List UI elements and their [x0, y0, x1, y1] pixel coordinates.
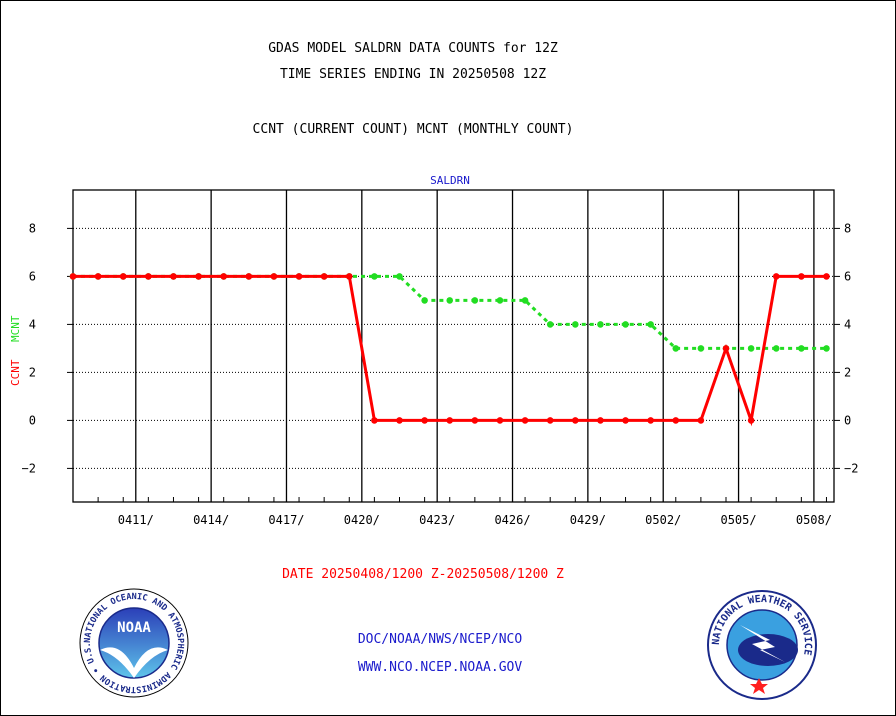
x-tick-label: 0508/	[796, 513, 832, 527]
data-point-mcnt	[772, 345, 780, 352]
agency-path: DOC/NOAA/NWS/NCEP/NCO	[357, 632, 523, 647]
data-point-ccnt	[170, 273, 177, 280]
data-point-ccnt	[572, 417, 579, 424]
data-point-mcnt	[597, 321, 604, 328]
x-tick-label: 0502/	[645, 513, 681, 527]
data-point-mcnt	[798, 345, 805, 352]
data-point-ccnt	[220, 273, 227, 280]
data-point-ccnt	[823, 273, 830, 280]
date-range: DATE 20250408/1200 Z-20250508/1200 Z	[282, 567, 564, 582]
data-point-mcnt	[647, 321, 654, 328]
data-point-mcnt	[572, 321, 579, 328]
y-tick-label-left: 6	[29, 269, 36, 283]
x-tick-label: 0505/	[720, 513, 756, 527]
data-point-ccnt	[145, 273, 152, 280]
data-point-ccnt	[647, 417, 654, 424]
y-tick-label-right: 0	[844, 413, 851, 427]
x-tick-label: 0420/	[344, 513, 380, 527]
noaa-logo: NATIONAL OCEANIC AND ATMOSPHERIC ADMINIS…	[0, 0, 189, 698]
data-point-ccnt	[546, 417, 554, 424]
data-point-ccnt	[772, 273, 780, 280]
y-tick-label-right: 8	[844, 221, 851, 235]
data-point-ccnt	[295, 273, 303, 280]
data-point-ccnt	[471, 417, 479, 424]
x-tick-label: 0414/	[193, 513, 229, 527]
y-tick-label-left: −2	[22, 461, 36, 475]
y-tick-label-right: 4	[844, 317, 851, 331]
data-point-mcnt	[546, 321, 554, 328]
data-point-ccnt	[245, 273, 253, 280]
data-point-ccnt	[798, 273, 805, 280]
y-tick-label-left: 0	[29, 413, 36, 427]
y-axis-label-mcnt: MCNT	[9, 315, 22, 342]
x-tick-label: 0423/	[419, 513, 455, 527]
data-point-mcnt	[672, 345, 680, 352]
data-point-mcnt	[396, 273, 403, 280]
data-point-mcnt	[622, 321, 629, 328]
data-point-mcnt	[496, 297, 504, 304]
nws-logo: NATIONAL WEATHER SERVICE	[707, 590, 817, 700]
website-link[interactable]: WWW.NCO.NCEP.NOAA.GOV	[357, 660, 523, 675]
data-point-mcnt	[747, 345, 755, 352]
data-point-ccnt	[69, 273, 77, 280]
data-point-ccnt	[270, 273, 278, 280]
data-point-ccnt	[622, 417, 629, 424]
title-line-1: GDAS MODEL SALDRN DATA COUNTS for 12Z	[268, 41, 558, 56]
data-point-ccnt	[94, 273, 102, 280]
noaa-logo-text: NOAA	[117, 620, 151, 636]
panel-title: SALDRN	[430, 174, 470, 187]
data-point-ccnt	[119, 273, 127, 280]
y-tick-label-right: −2	[844, 461, 858, 475]
data-point-mcnt	[521, 297, 529, 304]
y-tick-label-right: 2	[844, 365, 851, 379]
data-point-ccnt	[396, 417, 403, 424]
data-point-ccnt	[521, 417, 529, 424]
x-tick-label: 0417/	[268, 513, 304, 527]
x-tick-label: 0426/	[494, 513, 530, 527]
data-point-mcnt	[823, 345, 830, 352]
data-point-ccnt	[345, 273, 353, 280]
series-line-mcnt	[73, 274, 827, 350]
y-tick-label-left: 4	[29, 317, 36, 331]
y-tick-label-left: 2	[29, 365, 36, 379]
data-point-ccnt	[446, 417, 454, 424]
data-point-ccnt	[697, 417, 705, 424]
x-tick-label: 0429/	[570, 513, 606, 527]
data-point-mcnt	[446, 297, 454, 304]
data-point-ccnt	[195, 273, 202, 280]
data-point-ccnt	[320, 273, 328, 280]
data-point-mcnt	[371, 273, 378, 280]
x-tick-label: 0411/	[118, 513, 154, 527]
data-point-ccnt	[371, 417, 378, 424]
plot-frame	[72, 189, 835, 503]
data-point-mcnt	[697, 345, 705, 352]
y-tick-label-right: 6	[844, 269, 851, 283]
subtitle: CCNT (CURRENT COUNT) MCNT (MONTHLY COUNT…	[253, 122, 574, 137]
data-point-ccnt	[496, 417, 504, 424]
data-point-mcnt	[421, 297, 428, 304]
y-axis-label-ccnt: CCNT	[9, 359, 22, 386]
data-point-ccnt	[722, 345, 730, 352]
data-point-mcnt	[471, 297, 479, 304]
data-point-ccnt	[672, 417, 680, 424]
y-tick-label-left: 8	[29, 221, 36, 235]
title-line-2: TIME SERIES ENDING IN 20250508 12Z	[280, 67, 546, 82]
svg-text:NATIONAL OCEANIC AND ATMOSPHER: NATIONAL OCEANIC AND ATMOSPHERIC ADMINIS…	[0, 0, 185, 694]
data-point-ccnt	[747, 417, 755, 424]
data-point-ccnt	[421, 417, 428, 424]
data-point-ccnt	[597, 417, 604, 424]
